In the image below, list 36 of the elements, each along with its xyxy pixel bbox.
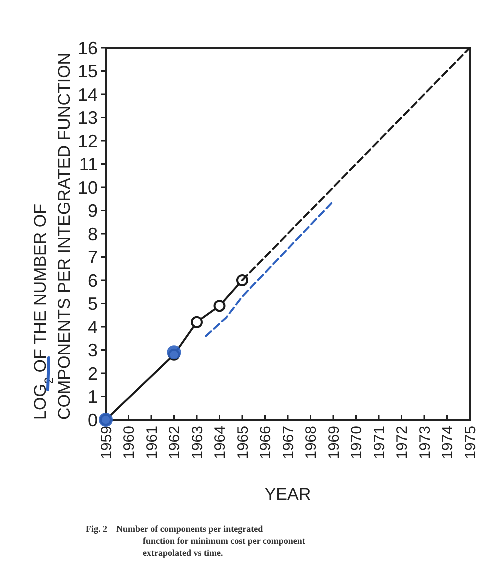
x-tick-label: 1961 (144, 426, 161, 460)
y-tick-label: 0 (88, 410, 98, 430)
x-tick-label: 1965 (234, 426, 252, 460)
y-tick-label: 14 (78, 84, 98, 105)
x-tick-label: 1970 (348, 426, 366, 460)
x-tick-label: 1968 (303, 426, 320, 460)
y-tick-label: 1 (88, 387, 98, 408)
y-tick-label: 3 (88, 340, 98, 361)
x-tick-label: 1966 (258, 426, 274, 460)
x-tick-label: 1972 (394, 426, 411, 460)
y-tick-label: 7 (88, 248, 98, 268)
y-tick-label: 4 (88, 317, 98, 338)
y-tick-label: 13 (78, 108, 98, 128)
y-tick-label: 2 (88, 364, 98, 384)
y-tick-label: 8 (88, 224, 98, 244)
y-tick-label: 16 (78, 38, 98, 58)
y-tick-label: 12 (78, 131, 98, 152)
y-tick-label: 10 (78, 178, 98, 198)
x-tick-label: 1974 (440, 426, 456, 460)
x-tick-label: 1959 (98, 426, 116, 460)
x-tick-label: 1960 (121, 426, 138, 460)
y-tick-label: 9 (88, 201, 98, 222)
x-tick-label: 1975 (462, 426, 480, 460)
x-tick-label: 1962 (166, 426, 184, 460)
x-tick-label: 1963 (189, 426, 206, 460)
x-tick-label: 1967 (280, 426, 298, 460)
x-tick-label: 1964 (212, 426, 229, 460)
y-tick-label: 5 (88, 294, 98, 314)
y-tick-label: 15 (78, 62, 98, 82)
x-tick-label: 1971 (371, 426, 388, 460)
x-tick-label: 1973 (416, 426, 434, 460)
x-tick-label: 1969 (326, 426, 343, 460)
y-tick-label: 11 (79, 154, 98, 175)
caption: Fig. 2 Number of components per integrated function for minimum cost per component extrapolated vs time. (86, 524, 306, 558)
x-axis-title: YEAR (264, 485, 312, 504)
y-tick-label: 6 (88, 270, 98, 291)
